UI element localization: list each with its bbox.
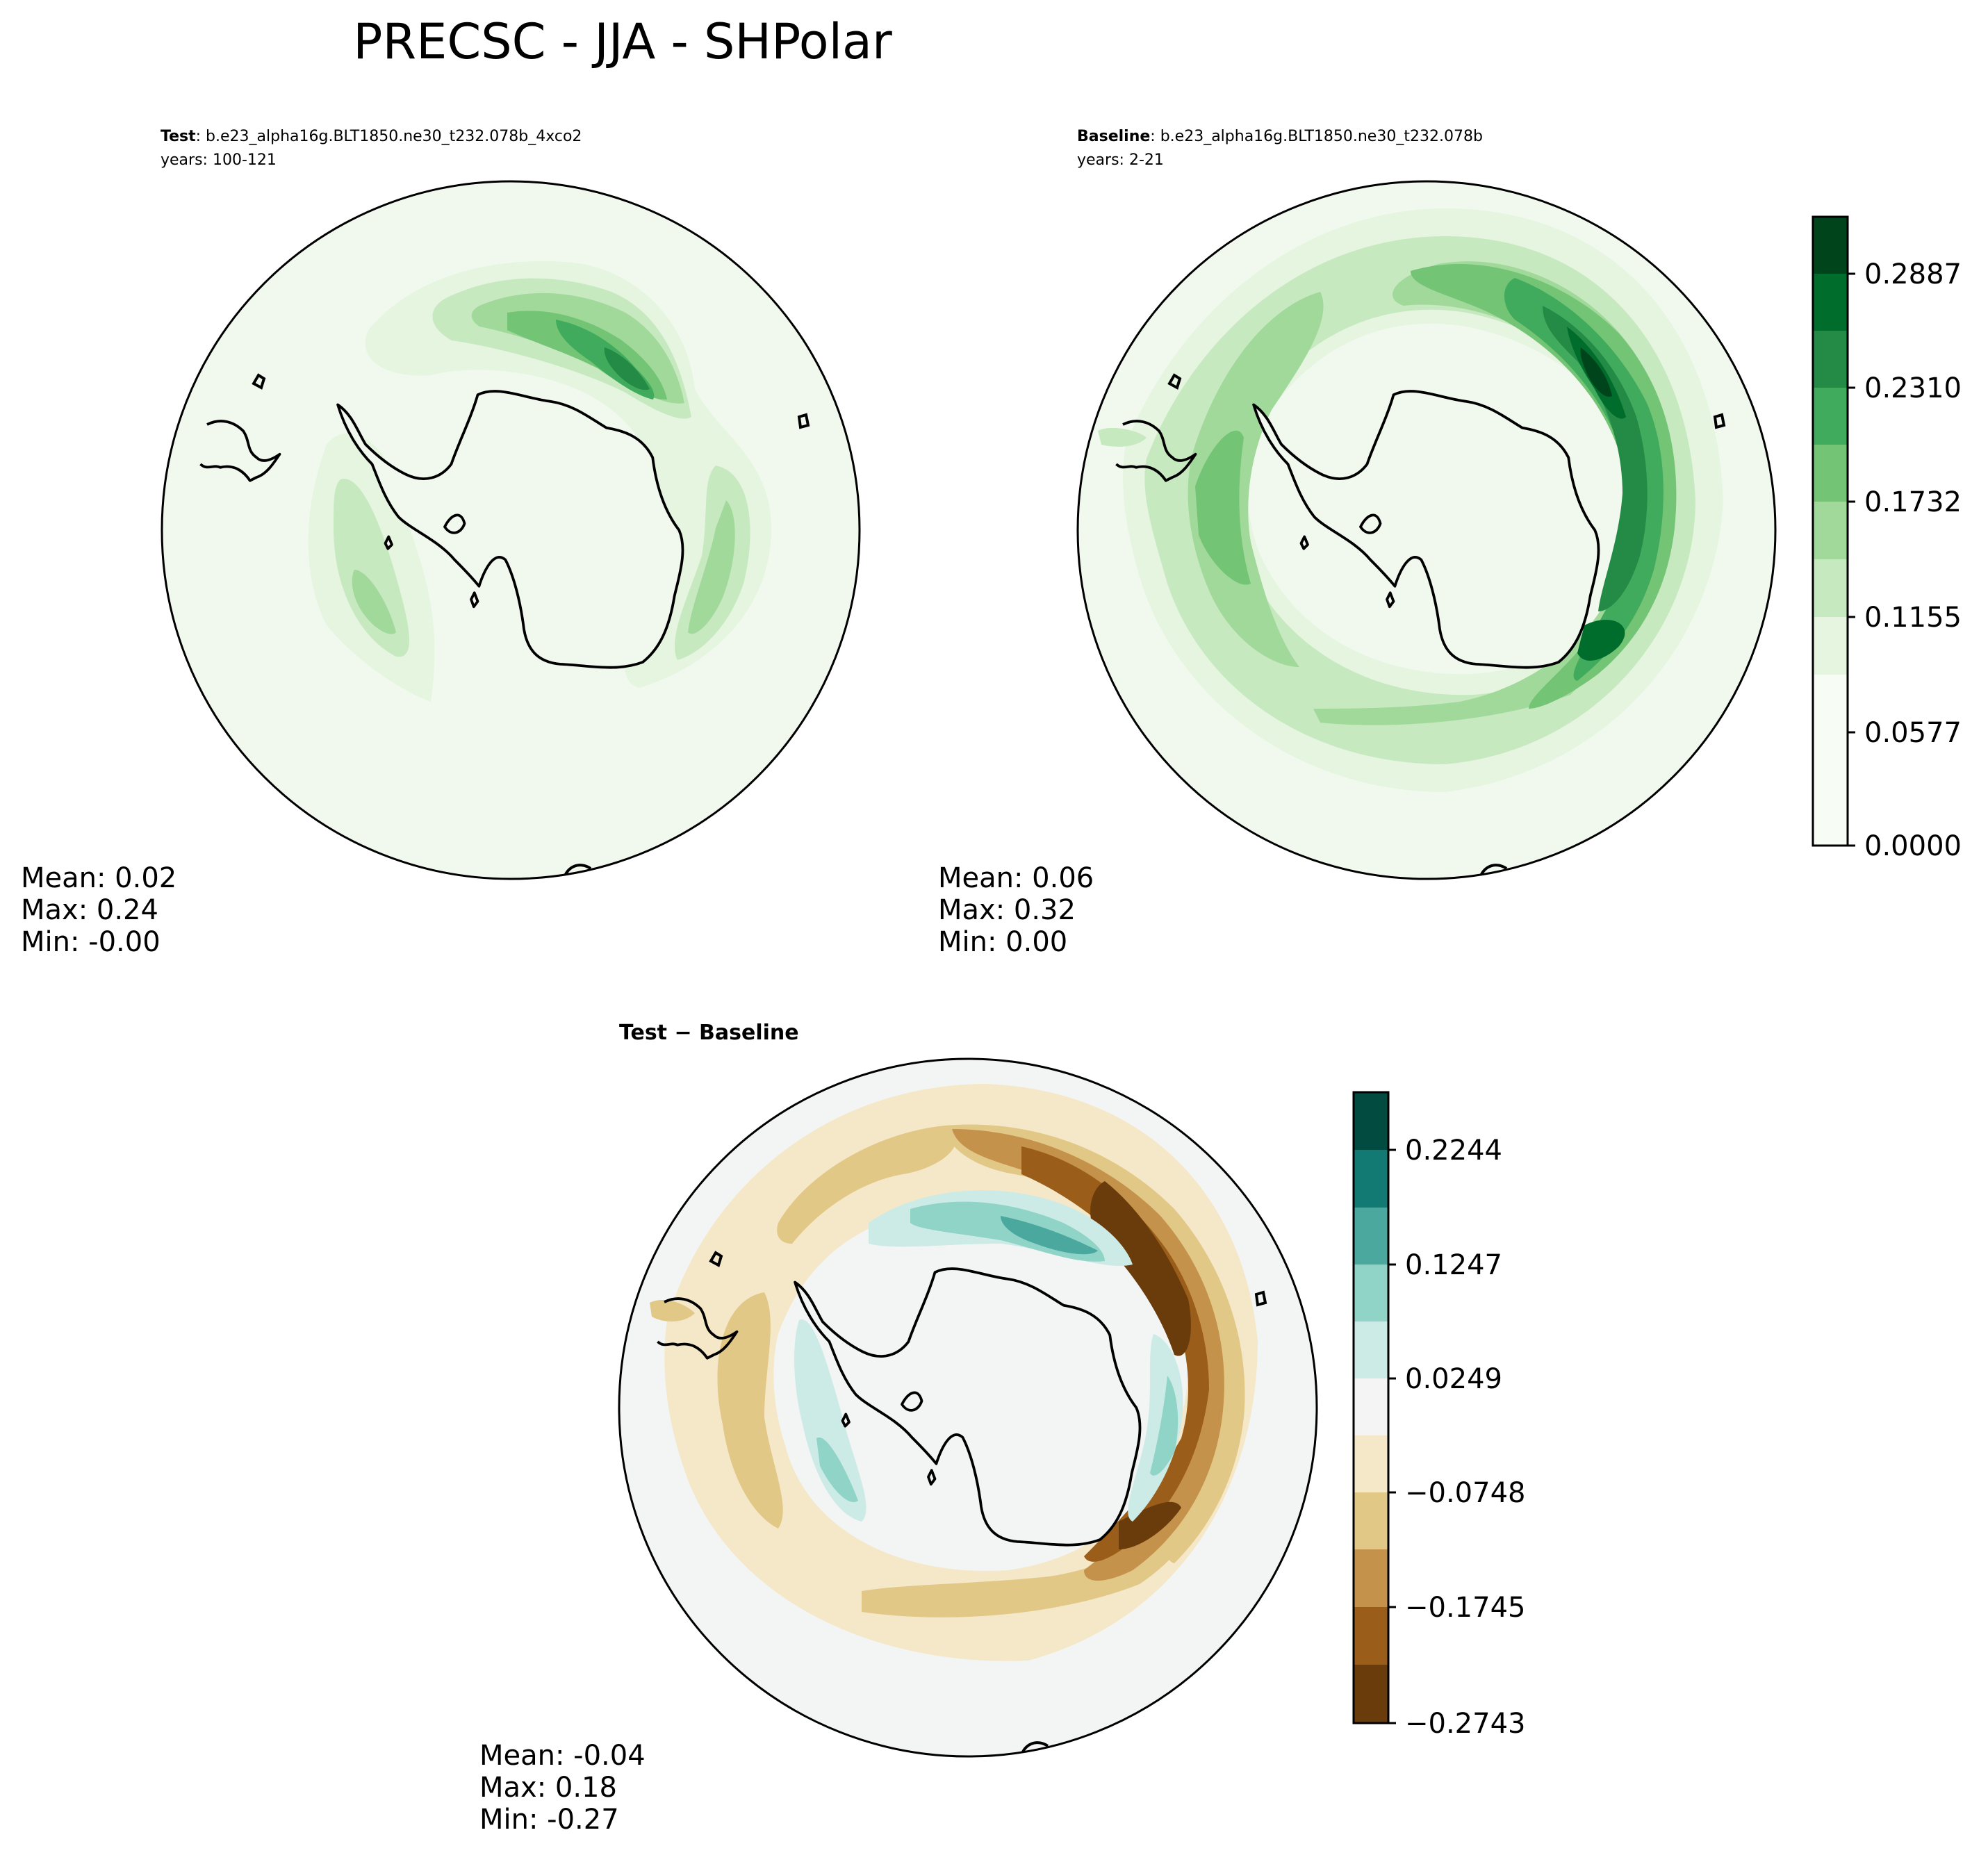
diff-cbar-tick: 0.2244 <box>1405 1135 1502 1167</box>
panel-diff: Test − Baseline <box>479 1021 1318 1836</box>
baseline-cbar-tick: 0.0000 <box>1864 830 1962 862</box>
baseline-years: years: 2-21 <box>1077 151 1164 169</box>
baseline-stat-min: Min: 0.00 <box>938 926 1067 958</box>
diff-cbar-tick: 0.0249 <box>1405 1363 1502 1395</box>
test-stat-mean: Mean: 0.02 <box>21 862 176 894</box>
baseline-cbar-tick: 0.2310 <box>1864 372 1962 404</box>
baseline-cbar-tick: 0.1732 <box>1864 486 1962 518</box>
diff-cbar-tick: −0.0748 <box>1405 1477 1525 1509</box>
diff-cbar-tick: 0.1247 <box>1405 1249 1502 1281</box>
diff-colorbar: 0.2244 0.1247 0.0249 −0.0748 −0.1745 −0.… <box>1352 1091 1525 1740</box>
test-map <box>162 181 860 879</box>
test-stat-min: Min: -0.00 <box>21 926 161 958</box>
panel-baseline: Baseline: b.e23_alpha16g.BLT1850.ne30_t2… <box>938 128 1777 958</box>
diff-title: Test − Baseline <box>619 1021 799 1045</box>
baseline-map <box>1078 181 1775 879</box>
test-label: Test <box>161 128 196 145</box>
test-years: years: 100-121 <box>161 151 277 169</box>
panel-test: Test: b.e23_alpha16g.BLT1850.ne30_t232.0… <box>21 128 861 958</box>
diff-stat-min: Min: -0.27 <box>479 1804 619 1836</box>
diff-cbar-tick: −0.2743 <box>1405 1708 1525 1740</box>
baseline-stat-max: Max: 0.32 <box>938 894 1076 926</box>
svg-text:Test: b.e23_alpha16g.BLT1850.n: Test: b.e23_alpha16g.BLT1850.ne30_t232.0… <box>161 128 582 145</box>
baseline-colorbar: 0.2887 0.2310 0.1732 0.1155 0.0577 0.000… <box>1812 215 1962 862</box>
test-stat-max: Max: 0.24 <box>21 894 158 926</box>
svg-text:Baseline: b.e23_alpha16g.BLT18: Baseline: b.e23_alpha16g.BLT1850.ne30_t2… <box>1077 128 1483 145</box>
diff-cbar-tick: −0.1745 <box>1405 1592 1525 1624</box>
diff-stat-max: Max: 0.18 <box>479 1772 617 1804</box>
baseline-cbar-tick: 0.2887 <box>1864 258 1962 290</box>
baseline-cbar-tick: 0.1155 <box>1864 602 1962 634</box>
baseline-case: : b.e23_alpha16g.BLT1850.ne30_t232.078b <box>1150 128 1483 145</box>
figure-title: PRECSC - JJA - SHPolar <box>353 13 892 70</box>
baseline-label: Baseline <box>1077 128 1150 145</box>
baseline-stat-mean: Mean: 0.06 <box>938 862 1094 894</box>
baseline-cbar-tick: 0.0577 <box>1864 717 1962 749</box>
diff-map <box>619 1059 1317 1756</box>
diff-stat-mean: Mean: -0.04 <box>479 1740 646 1772</box>
test-case: : b.e23_alpha16g.BLT1850.ne30_t232.078b_… <box>196 128 582 145</box>
